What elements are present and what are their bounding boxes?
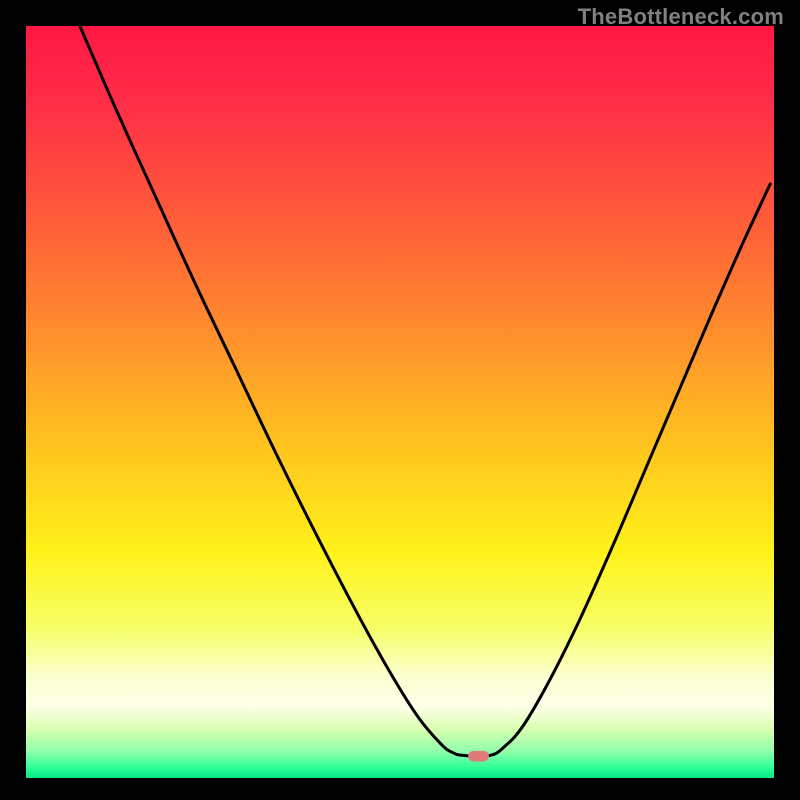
bottleneck-chart <box>0 0 800 800</box>
chart-plot-bg <box>26 26 774 778</box>
chart-frame: TheBottleneck.com <box>0 0 800 800</box>
optimal-point-marker <box>468 751 489 762</box>
watermark-text: TheBottleneck.com <box>578 4 784 30</box>
